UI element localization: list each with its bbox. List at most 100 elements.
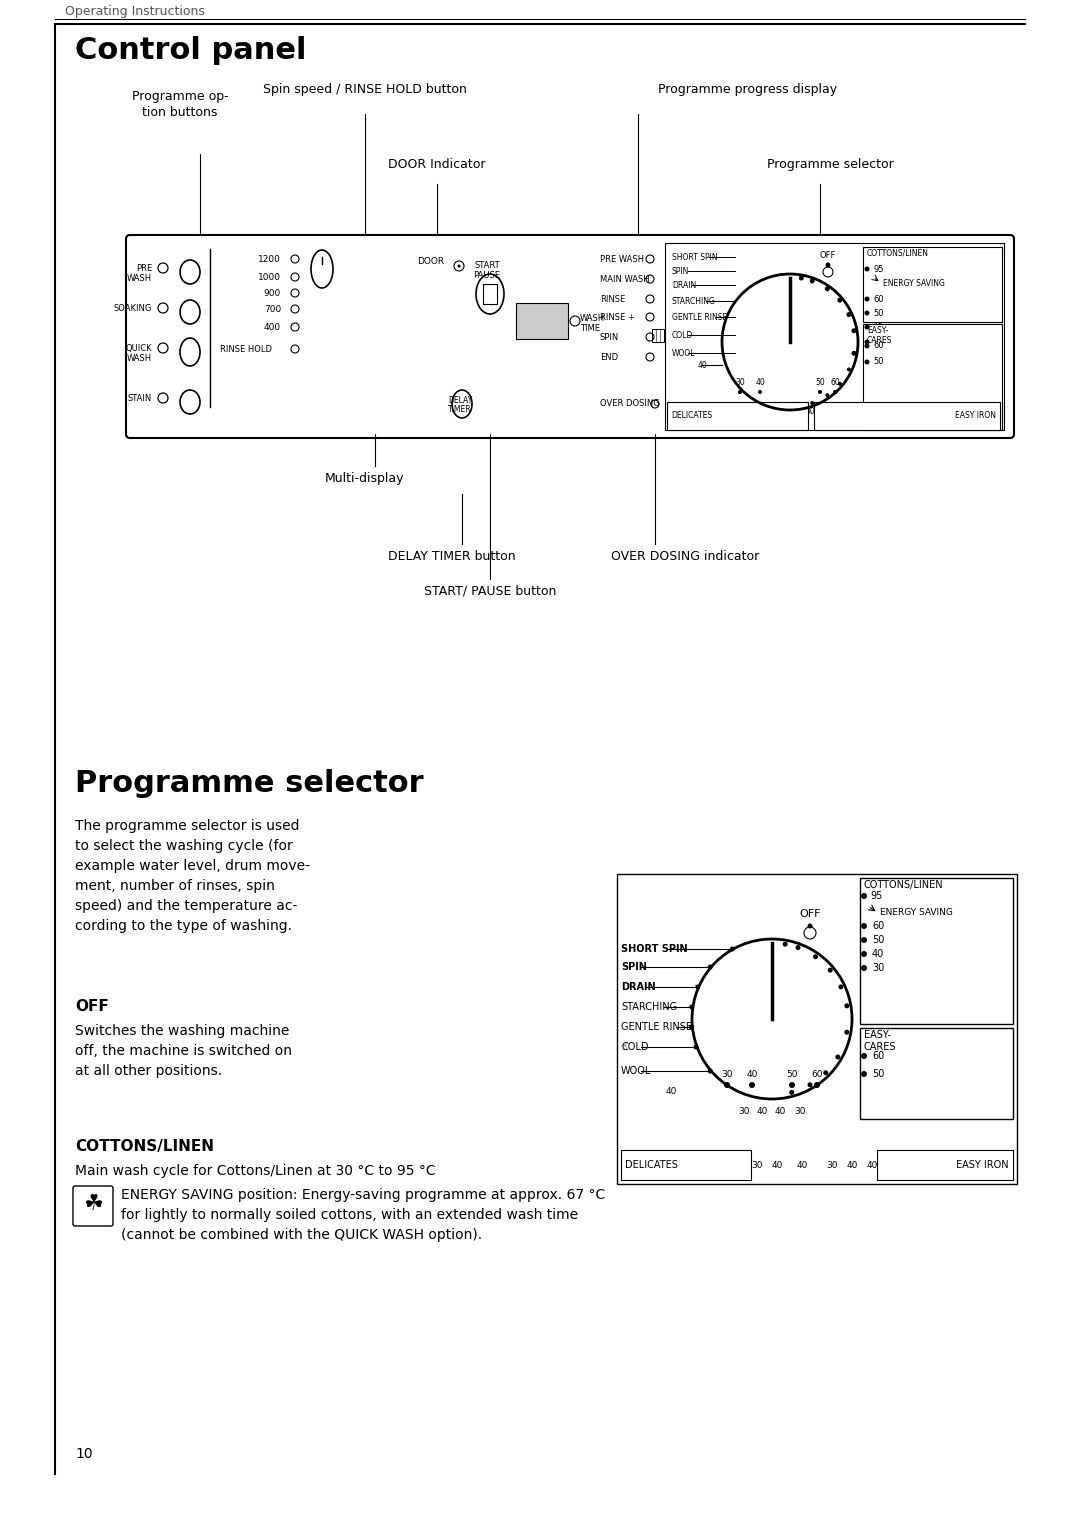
Text: EASY-
CARES: EASY- CARES [864,1031,896,1052]
Text: EASY-
CARES: EASY- CARES [867,326,892,346]
Circle shape [758,390,762,394]
Text: COTTONS/LINEN: COTTONS/LINEN [75,1139,214,1154]
Text: COTTONS/LINEN: COTTONS/LINEN [867,249,929,258]
Text: WASH
TIME: WASH TIME [580,313,605,333]
Bar [483,284,497,304]
Text: 60: 60 [831,378,840,387]
Circle shape [864,344,869,349]
Text: 40: 40 [746,1070,758,1079]
Circle shape [689,1024,694,1029]
Circle shape [796,945,800,950]
Text: ENERGY SAVING: ENERGY SAVING [883,278,945,287]
Text: DELICATES: DELICATES [625,1161,678,1170]
Text: 40: 40 [665,1087,677,1095]
Circle shape [789,1090,794,1095]
Text: 50: 50 [873,358,883,367]
Text: ☝: ☝ [620,1041,626,1052]
Text: DELICATES: DELICATES [671,411,712,420]
Text: DELAY TIMER button: DELAY TIMER button [388,550,516,563]
Text: SHORT SPIN: SHORT SPIN [621,943,688,954]
Circle shape [707,1069,713,1073]
Text: 40: 40 [866,1161,878,1170]
Text: 60: 60 [811,1070,823,1079]
Circle shape [864,339,869,344]
Circle shape [827,968,833,972]
Circle shape [833,390,837,394]
Text: 30: 30 [826,1161,838,1170]
Text: 60: 60 [872,920,885,931]
Text: OFF: OFF [75,998,109,1014]
Circle shape [864,359,869,364]
Text: 40: 40 [774,1107,785,1116]
Circle shape [838,382,841,385]
Text: 40: 40 [796,1161,808,1170]
Text: 700: 700 [264,304,281,313]
Text: 40: 40 [697,361,707,370]
Text: RINSE HOLD: RINSE HOLD [220,344,272,353]
Circle shape [458,265,460,268]
Circle shape [847,367,851,372]
FancyBboxPatch shape [126,235,1014,437]
Circle shape [861,924,867,930]
Text: OFF: OFF [799,910,821,919]
Circle shape [689,1005,694,1009]
Text: 40: 40 [825,414,835,424]
Text: STAIN: STAIN [127,394,152,404]
Text: STARCHING: STARCHING [672,297,716,306]
Text: 50: 50 [786,1070,798,1079]
Text: COTTONS/LINEN: COTTONS/LINEN [864,881,944,890]
Text: DOOR Indicator: DOOR Indicator [388,157,486,171]
Circle shape [845,1003,849,1008]
Circle shape [738,390,742,394]
Text: WOOL: WOOL [621,1066,651,1076]
Text: 40: 40 [755,378,765,387]
Circle shape [861,951,867,957]
Circle shape [808,1083,812,1087]
Text: DRAIN: DRAIN [621,982,656,992]
Circle shape [864,310,869,315]
Text: COLD: COLD [621,1041,648,1052]
Circle shape [864,324,869,330]
Circle shape [838,985,843,989]
Text: 60: 60 [873,341,883,350]
Text: 1200: 1200 [258,254,281,263]
Bar [617,875,1017,1183]
Circle shape [730,946,734,951]
Circle shape [814,1083,820,1089]
Text: SPIN: SPIN [672,266,689,275]
Circle shape [813,954,818,959]
Text: RINSE +: RINSE + [600,312,635,321]
Bar [516,303,568,339]
Text: 40: 40 [847,1161,858,1170]
Text: 40: 40 [873,323,883,332]
Text: 30: 30 [721,1070,732,1079]
Text: 40: 40 [771,1161,783,1170]
Text: OVER DOSING: OVER DOSING [600,399,660,408]
Text: GENTLE RINSE: GENTLE RINSE [621,1021,692,1032]
Text: GENTLE RINSE: GENTLE RINSE [672,312,727,321]
Text: 50: 50 [873,309,883,318]
Circle shape [818,390,822,394]
Bar [665,243,1004,430]
Text: 50: 50 [872,1069,885,1079]
Text: SPIN: SPIN [621,962,647,972]
Bar [652,329,664,342]
Text: 1000: 1000 [258,272,281,281]
Circle shape [810,278,814,283]
Circle shape [861,937,867,943]
Circle shape [799,275,804,280]
Bar [813,402,1000,430]
Text: 900: 900 [264,289,281,298]
Text: Programme progress display: Programme progress display [658,83,837,96]
Circle shape [864,297,869,301]
Circle shape [823,1070,828,1075]
Text: Main wash cycle for Cottons/Linen at 30 °C to 95 °C: Main wash cycle for Cottons/Linen at 30 … [75,1164,435,1177]
Text: START
PAUSE: START PAUSE [473,261,500,280]
Text: QUICK
WASH: QUICK WASH [125,344,152,362]
Text: Operating Instructions: Operating Instructions [65,5,205,18]
Text: DELAY
TIMER: DELAY TIMER [448,396,472,414]
Text: The programme selector is used
to select the washing cycle (for
example water le: The programme selector is used to select… [75,820,310,933]
Text: 30: 30 [873,338,883,347]
Text: 60: 60 [872,1050,885,1061]
Text: SOAKING: SOAKING [113,304,152,313]
